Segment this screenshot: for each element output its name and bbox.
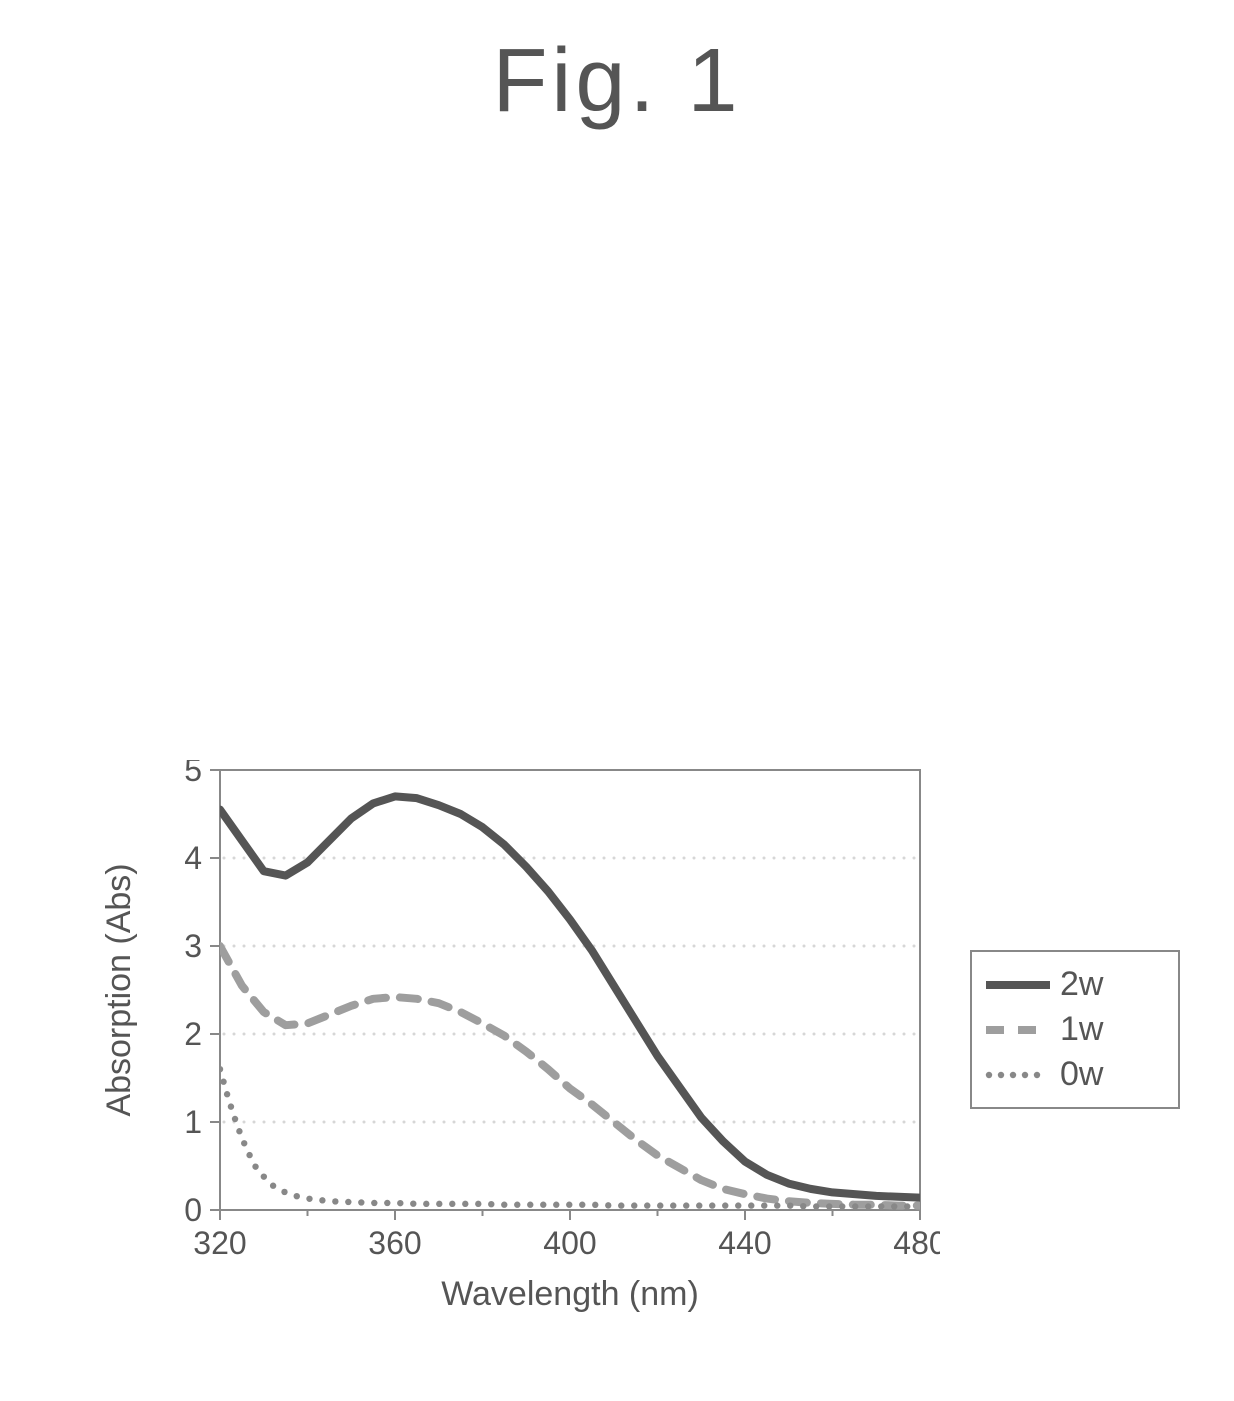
legend-item-2w: 2w [984,962,1166,1007]
svg-text:3: 3 [184,928,202,964]
legend-swatch [984,968,1052,1002]
absorption-chart: 320 360 400 440 480 0 1 2 3 4 5 Wavelength (nm) Abso… [60,760,940,1340]
legend-label: 2w [1060,965,1103,1004]
svg-text:320: 320 [193,1225,246,1261]
chart-svg: 320 360 400 440 480 0 1 2 3 4 5 Wavelength (nm) Abso… [60,760,940,1340]
legend-box: 2w 1w 0w [970,950,1180,1109]
legend-label: 1w [1060,1010,1103,1049]
legend-item-1w: 1w [984,1007,1166,1052]
svg-text:4: 4 [184,840,202,876]
svg-text:Wavelength (nm): Wavelength (nm) [441,1275,699,1313]
svg-text:440: 440 [718,1225,771,1261]
svg-text:400: 400 [543,1225,596,1261]
svg-text:0: 0 [184,1192,202,1228]
chart-legend: 2w 1w 0w [970,950,1180,1118]
figure-title: Fig. 1 [0,30,1234,133]
svg-text:1: 1 [184,1104,202,1140]
svg-text:2: 2 [184,1016,202,1052]
svg-text:5: 5 [184,760,202,788]
svg-text:Absorption (Abs): Absorption (Abs) [100,863,138,1116]
svg-text:360: 360 [368,1225,421,1261]
legend-swatch [984,1013,1052,1047]
legend-swatch [984,1058,1052,1092]
svg-text:480: 480 [893,1225,940,1261]
legend-label: 0w [1060,1055,1103,1094]
legend-item-0w: 0w [984,1052,1166,1097]
